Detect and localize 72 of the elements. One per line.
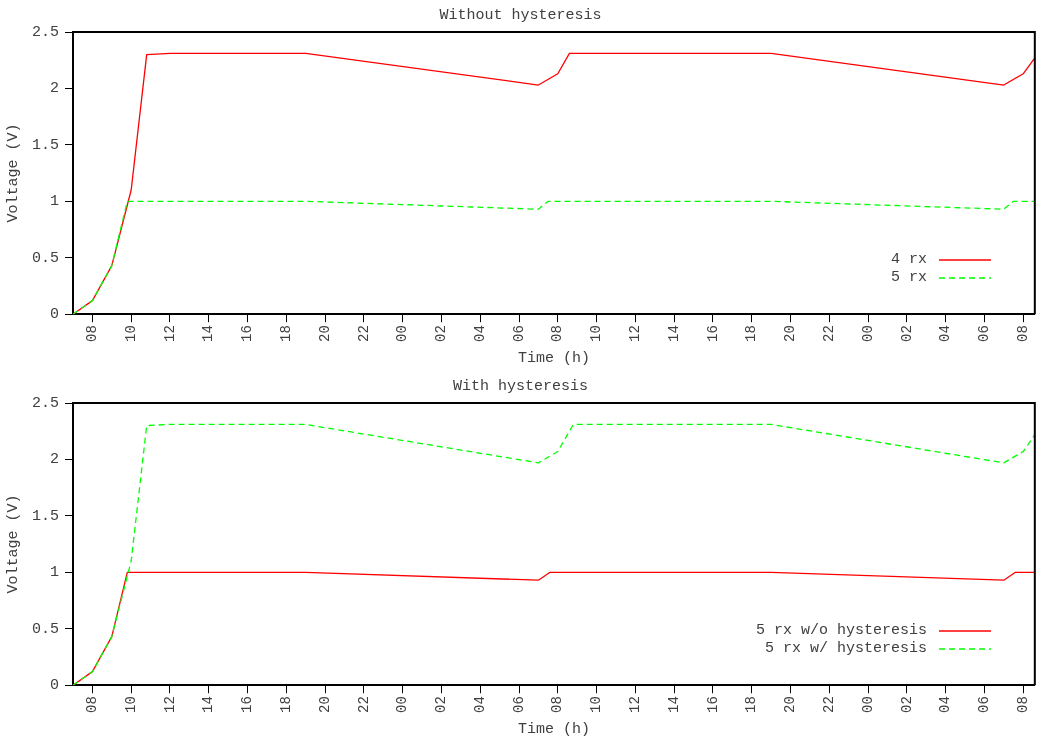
x-tick-label: 06	[510, 696, 527, 714]
x-tick-label: 22	[820, 325, 837, 343]
x-tick-label: 16	[704, 696, 721, 714]
x-tick-label: 12	[627, 696, 644, 714]
x-tick-label: 06	[976, 325, 993, 343]
x-tick-label: 04	[471, 696, 488, 714]
x-tick-label: 04	[471, 325, 488, 343]
y-tick-label: 0.5	[31, 249, 59, 267]
x-tick-label: 08	[549, 325, 566, 343]
y-tick-label: 1.5	[31, 136, 59, 154]
x-tick-label: 08	[84, 325, 101, 343]
x-tick-label: 08	[84, 696, 101, 714]
x-tick-label: 00	[394, 325, 411, 343]
legend-label: 4 rx	[890, 251, 927, 269]
y-tick-label: 1	[49, 564, 59, 582]
x-tick-label: 02	[898, 325, 915, 343]
x-tick-label: 02	[433, 696, 450, 714]
x-tick-label: 14	[200, 325, 217, 343]
x-tick-label: 04	[937, 325, 954, 343]
y-axis-title: Voltage (V)	[4, 494, 22, 594]
y-tick-label: 0	[49, 677, 59, 695]
y-tick-label: 2.5	[31, 394, 59, 412]
x-tick-label: 00	[394, 696, 411, 714]
x-tick-label: 20	[316, 325, 333, 343]
x-tick-label: 16	[239, 696, 256, 714]
chart-title: Without hysteresis	[439, 6, 602, 24]
x-tick-label: 08	[1014, 325, 1031, 343]
legend-label: 5 rx	[890, 269, 927, 287]
x-tick-label: 08	[1014, 696, 1031, 714]
x-tick-label: 20	[782, 696, 799, 714]
x-tick-label: 22	[355, 325, 372, 343]
y-tick-label: 2.5	[31, 23, 59, 41]
x-tick-label: 14	[200, 696, 217, 714]
x-tick-label: 22	[355, 696, 372, 714]
x-tick-label: 08	[549, 696, 566, 714]
x-tick-label: 18	[278, 696, 295, 714]
legend-label: 5 rx w/ hysteresis	[764, 640, 927, 658]
x-axis-title: Time (h)	[517, 720, 590, 738]
x-tick-label: 12	[161, 325, 178, 343]
x-tick-label: 10	[588, 325, 605, 343]
x-tick-label: 10	[588, 696, 605, 714]
x-tick-label: 20	[316, 696, 333, 714]
x-axis-title: Time (h)	[517, 349, 590, 367]
x-tick-label: 14	[665, 325, 682, 343]
x-tick-label: 22	[820, 696, 837, 714]
x-tick-label: 16	[704, 325, 721, 343]
x-tick-label: 16	[239, 325, 256, 343]
y-axis-title: Voltage (V)	[4, 123, 22, 223]
legend-label: 5 rx w/o hysteresis	[755, 622, 927, 640]
x-tick-label: 06	[976, 696, 993, 714]
x-tick-label: 18	[743, 325, 760, 343]
y-tick-label: 1	[49, 193, 59, 211]
y-tick-label: 2	[49, 451, 59, 469]
x-tick-label: 12	[161, 696, 178, 714]
y-tick-label: 0.5	[31, 620, 59, 638]
x-tick-label: 04	[937, 696, 954, 714]
x-tick-label: 10	[122, 325, 139, 343]
y-tick-label: 2	[49, 80, 59, 98]
x-tick-label: 00	[859, 696, 876, 714]
x-tick-label: 06	[510, 325, 527, 343]
x-tick-label: 02	[898, 696, 915, 714]
x-tick-label: 12	[627, 325, 644, 343]
x-tick-label: 18	[743, 696, 760, 714]
x-tick-label: 02	[433, 325, 450, 343]
chart-title: With hysteresis	[452, 377, 589, 395]
y-tick-label: 1.5	[31, 507, 59, 525]
x-tick-label: 00	[859, 325, 876, 343]
x-tick-label: 14	[665, 696, 682, 714]
x-tick-label: 20	[782, 325, 799, 343]
y-tick-label: 0	[49, 306, 59, 324]
x-tick-label: 10	[122, 696, 139, 714]
x-tick-label: 18	[278, 325, 295, 343]
